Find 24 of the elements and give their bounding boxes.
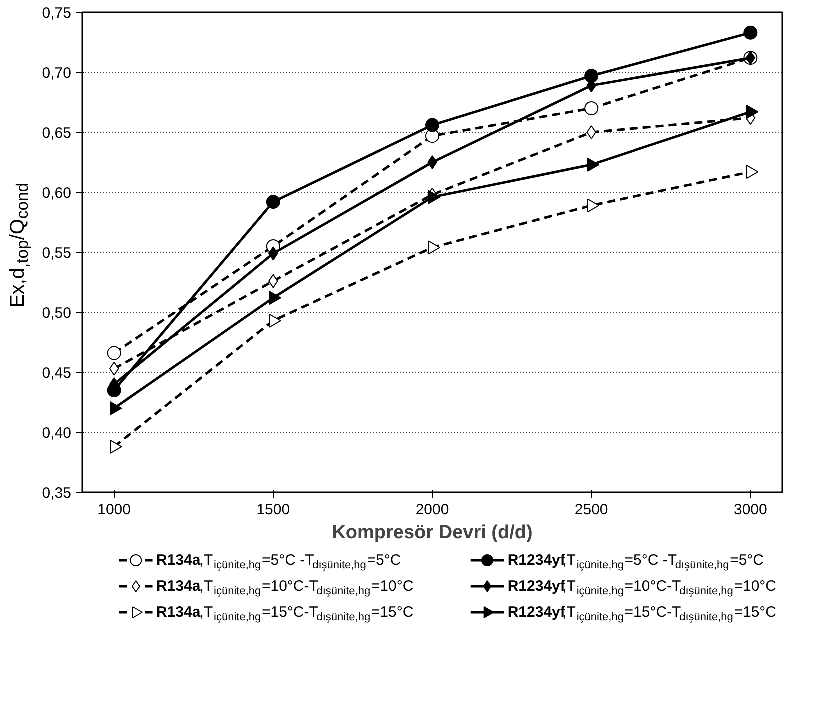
- x-tick-label: 3000: [734, 502, 768, 518]
- y-tick-label: 0,75: [42, 5, 72, 22]
- x-tick-label: 1000: [98, 502, 132, 518]
- y-tick-label: 0,55: [42, 245, 72, 262]
- point: [107, 346, 122, 360]
- x-tick-label: 2500: [574, 502, 608, 518]
- point: [266, 195, 280, 210]
- point: [584, 102, 599, 116]
- point: [428, 156, 438, 170]
- point: [744, 26, 758, 40]
- y-tick-label: 0,70: [42, 65, 72, 82]
- y-tick-label: 0,65: [42, 125, 72, 142]
- y-tick-label: 0,60: [42, 185, 72, 202]
- y-tick-label: 0,40: [42, 425, 72, 442]
- y-tick-label: 0,45: [42, 365, 72, 382]
- point: [426, 118, 440, 132]
- x-axis-title: Kompresör Devri (d/d): [332, 522, 533, 544]
- point: [586, 126, 596, 140]
- x-tick-label: 1500: [256, 502, 290, 518]
- y-tick-label: 0,35: [42, 485, 72, 502]
- point: [109, 362, 120, 376]
- point: [584, 69, 599, 84]
- x-tick-label: 2000: [416, 502, 450, 518]
- y-tick-label: 0,50: [42, 305, 72, 322]
